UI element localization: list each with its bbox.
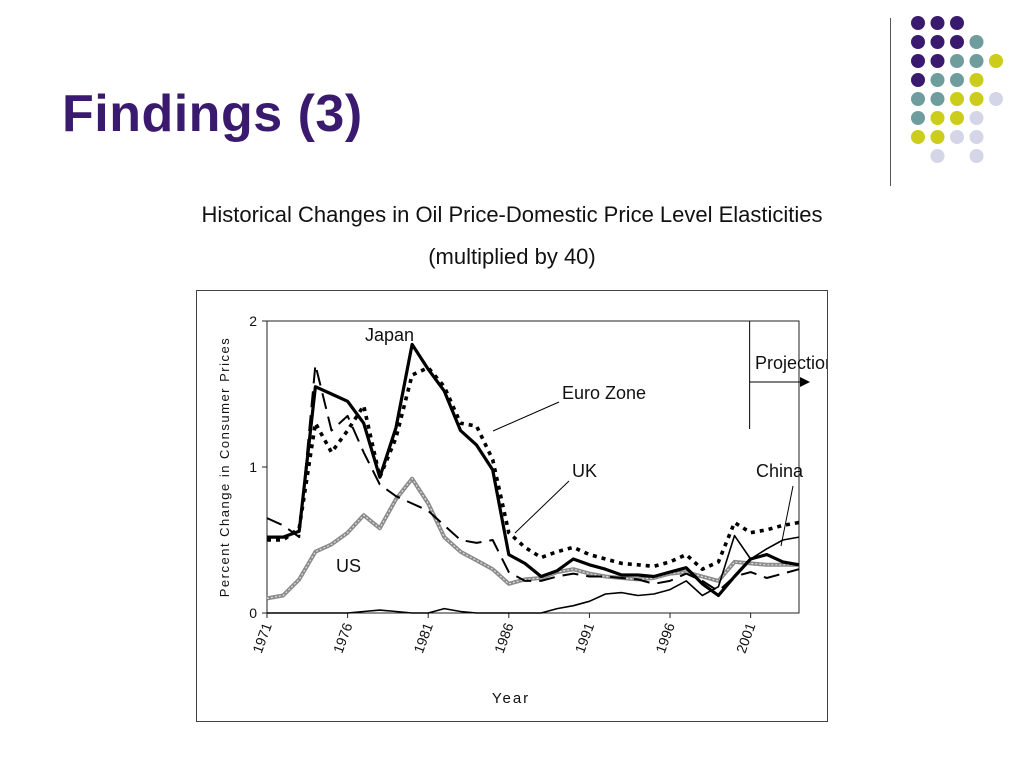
header-divider (890, 18, 891, 186)
decorative-dot (930, 149, 945, 163)
decorative-dot (911, 73, 925, 87)
x-tick-label: 1986 (491, 620, 517, 655)
series-label-china: China (756, 461, 804, 481)
decorative-dot (930, 130, 945, 144)
euro-zone-leader-line (492, 401, 560, 432)
decorative-dot (930, 73, 945, 87)
series-line-japan (267, 342, 800, 598)
x-tick-label: 1981 (410, 620, 436, 655)
chart-frame: 0 1 2 1971 1976 1981 1986 1991 1996 2001 Year Perce… (196, 290, 828, 722)
decorative-dot (969, 130, 984, 144)
y-tick-label: 0 (249, 605, 257, 621)
china-leader-line (780, 485, 794, 547)
decorative-dot (930, 16, 945, 30)
chart-subtitle: Historical Changes in Oil Price-Domestic… (201, 202, 823, 227)
decorative-dot (911, 54, 925, 68)
line-chart: 0 1 2 1971 1976 1981 1986 1991 1996 2001 Year Perce… (217, 313, 827, 707)
x-axis-label: Year (492, 690, 530, 707)
series-label-euro-zone: Euro Zone (562, 383, 646, 403)
decorative-dot (950, 35, 964, 49)
x-tick-label: 1976 (330, 620, 356, 655)
decorative-dot (969, 35, 984, 49)
decorative-dot (969, 92, 984, 106)
y-axis-label: Percent Change in Consumer Prices (217, 337, 232, 598)
decorative-dot (969, 73, 984, 87)
series-line-euro-zone (267, 365, 800, 571)
projection-arrowhead (800, 377, 810, 387)
series-label-japan: Japan (365, 325, 414, 345)
slide-title: Findings (3) (62, 85, 363, 143)
decorative-dot (969, 111, 984, 125)
x-tick-label: 2001 (733, 620, 759, 655)
decorative-dot (911, 92, 925, 106)
decorative-dot (950, 111, 964, 125)
decorative-dot (950, 92, 964, 106)
y-tick-label: 2 (249, 313, 257, 329)
decorative-dot (969, 54, 984, 68)
decorative-dot (911, 130, 925, 144)
x-tick-label: 1991 (572, 620, 598, 655)
series-line-uk (266, 363, 800, 593)
decorative-dot (911, 16, 925, 30)
decorative-dot (950, 130, 964, 144)
x-tick-label: 1996 (652, 620, 678, 655)
y-tick-label: 1 (249, 459, 257, 475)
decorative-dot (950, 73, 964, 87)
chart-subtitle-note: (multiplied by 40) (428, 244, 596, 269)
decorative-dot (989, 54, 1003, 68)
uk-leader-line (514, 480, 570, 534)
decorative-dot (930, 35, 945, 49)
decorative-dot (989, 92, 1003, 106)
x-tick-label: 1971 (249, 620, 275, 655)
decorative-dot (950, 54, 964, 68)
decorative-dot (930, 111, 945, 125)
series-label-us: US (336, 556, 361, 576)
decorative-dot (911, 111, 925, 125)
decorative-dot (911, 35, 925, 49)
decorative-dot (950, 16, 964, 30)
series-line-us (266, 476, 799, 601)
series-line-us-highlight (266, 477, 799, 599)
decorative-dot (930, 54, 945, 68)
decorative-dot (969, 149, 984, 163)
projection-label: Projection (755, 353, 827, 373)
series-label-uk: UK (572, 461, 597, 481)
decorative-dot (930, 92, 945, 106)
